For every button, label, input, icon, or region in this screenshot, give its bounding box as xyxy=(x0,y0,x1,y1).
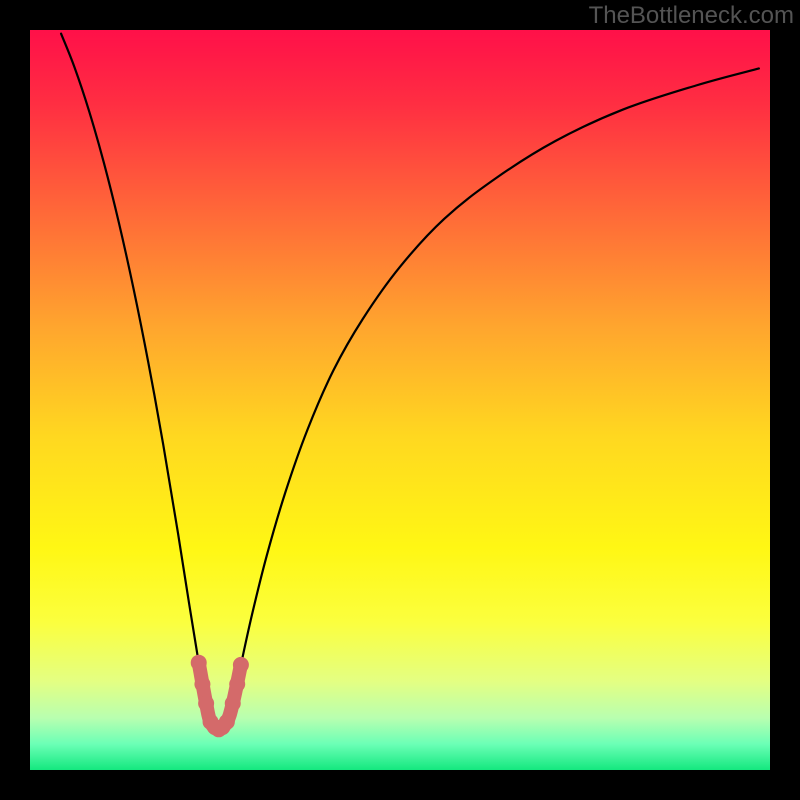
watermark-text: TheBottleneck.com xyxy=(589,0,794,30)
outer-black-frame xyxy=(0,0,800,800)
